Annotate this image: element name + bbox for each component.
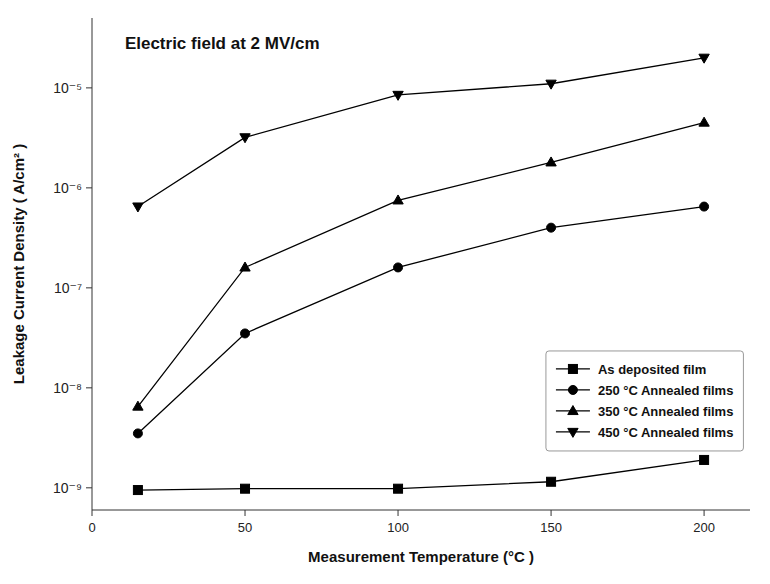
title: Electric field at 2 MV/cm: [125, 34, 320, 53]
legend-marker: [568, 406, 578, 415]
data-point: [547, 477, 556, 486]
data-point: [546, 80, 556, 89]
data-point: [700, 455, 709, 464]
data-point: [393, 91, 403, 100]
legend-label: As deposited film: [598, 362, 706, 377]
data-point: [700, 202, 709, 211]
y-tick: [86, 187, 92, 188]
x-axis-line: [92, 510, 750, 511]
data-point: [240, 262, 250, 271]
y-tick: [86, 87, 92, 88]
data-point: [547, 223, 556, 232]
x-tick: [704, 510, 705, 516]
x-tick-label: 150: [540, 520, 562, 535]
data-point: [133, 429, 142, 438]
legend-marker: [568, 385, 577, 394]
legend-label: 350 °C Annealed films: [598, 404, 733, 419]
x-tick: [245, 510, 246, 516]
x-tick-label: 200: [693, 520, 715, 535]
background: [0, 0, 770, 584]
y-tick-label: 10⁻⁶: [53, 180, 82, 196]
data-point: [546, 157, 556, 166]
legend-box: [546, 351, 743, 451]
series-line: [138, 460, 704, 490]
x-tick: [551, 510, 552, 516]
series-line: [138, 58, 704, 207]
x-tick-label: 50: [238, 520, 252, 535]
y-tick-label: 10⁻⁷: [54, 280, 82, 296]
legend-marker: [568, 428, 578, 437]
x-tick-label: 100: [387, 520, 409, 535]
data-point: [241, 329, 250, 338]
y-axis-label: Leakage Current Density ( A/cm² ): [10, 144, 27, 384]
x-tick: [398, 510, 399, 516]
x-tick-label: 0: [88, 520, 95, 535]
data-point: [133, 401, 143, 410]
data-point: [393, 195, 403, 204]
legend-label: 250 °C Annealed films: [598, 383, 733, 398]
data-point: [240, 134, 250, 143]
axes: 0 50 100 150 200 10⁻⁹ 10⁻⁸ 10⁻⁷ 10⁻⁶ 10⁻⁵: [53, 18, 750, 535]
legend-label: 450 °C Annealed films: [598, 425, 733, 440]
data-point: [133, 486, 142, 495]
data-point: [699, 54, 709, 63]
y-tick-label: 10⁻⁸: [53, 380, 82, 396]
data-point: [394, 484, 403, 493]
data-point: [241, 484, 250, 493]
chart: 0 50 100 150 200 10⁻⁹ 10⁻⁸ 10⁻⁷ 10⁻⁶ 10⁻⁵ Measurem…: [0, 0, 770, 584]
y-tick: [86, 387, 92, 388]
x-axis-label: Measurement Temperature (°C ): [308, 548, 534, 565]
x-tick: [92, 510, 93, 516]
y-tick-label: 10⁻⁵: [53, 80, 82, 96]
y-tick-label: 10⁻⁹: [53, 480, 82, 496]
legend: As deposited film 250 °C Annealed films 35…: [546, 351, 743, 451]
data-point: [133, 203, 143, 212]
data-point: [394, 263, 403, 272]
y-axis-line: [92, 18, 93, 510]
y-tick: [86, 287, 92, 288]
data-point: [699, 117, 709, 126]
legend-marker: [568, 364, 577, 373]
y-tick: [86, 487, 92, 488]
